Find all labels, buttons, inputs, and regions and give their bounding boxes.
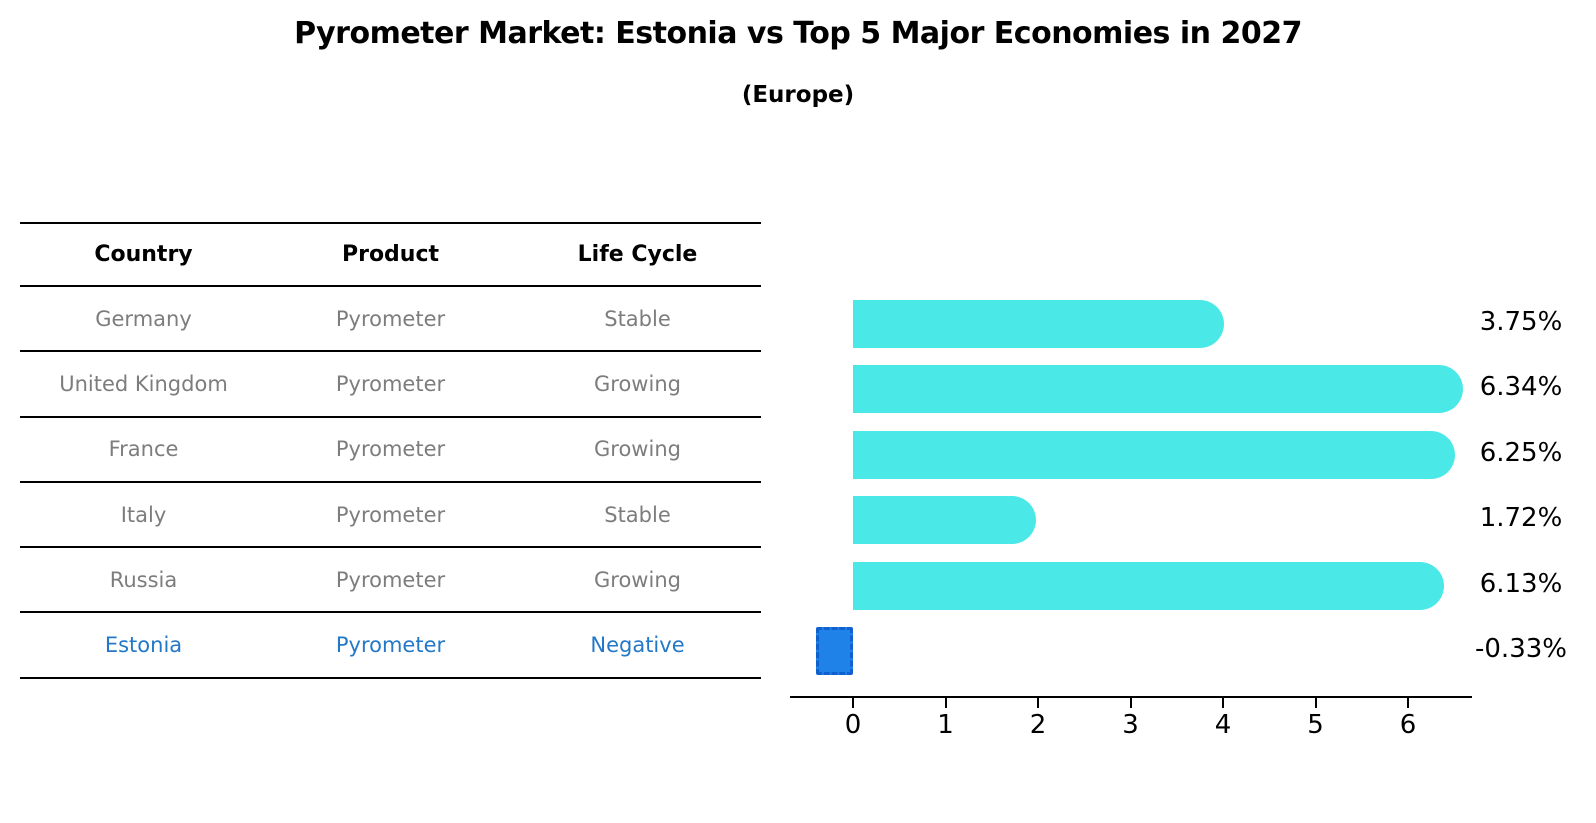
cell-country: Germany — [95, 306, 192, 331]
x-axis-tick — [1407, 698, 1409, 708]
x-axis-tick — [1129, 698, 1132, 708]
bar-value-label-united-kingdom: 6.34% — [1479, 372, 1563, 403]
cell-life-cycle: Growing — [594, 567, 681, 592]
cell-country: United Kingdom — [59, 371, 228, 396]
cell-product: Pyrometer — [335, 371, 446, 396]
column-header-country: Country — [94, 242, 193, 267]
x-axis-line — [790, 696, 1472, 698]
bar-russia — [853, 561, 1445, 610]
table-row: Russia Pyrometer Growing — [20, 548, 761, 614]
chart-title: Pyrometer Market: Estonia vs Top 5 Major… — [294, 16, 1302, 51]
x-axis-tick — [1314, 698, 1317, 708]
table-row: United Kingdom Pyrometer Growing — [20, 352, 761, 418]
column-header-product: Product — [341, 242, 440, 267]
chart-subtitle: (Europe) — [741, 82, 855, 108]
x-axis-tick-label: 0 — [844, 710, 862, 740]
x-axis-tick-label: 5 — [1307, 710, 1324, 740]
bar-value-label-italy: 1.72% — [1479, 503, 1563, 534]
x-axis-tick — [944, 698, 947, 708]
x-axis-tick-label: 6 — [1399, 710, 1417, 740]
cell-product: Pyrometer — [335, 502, 446, 527]
cell-product: Pyrometer — [335, 633, 446, 658]
table-row: Italy Pyrometer Stable — [20, 483, 761, 549]
x-axis-tick — [1037, 698, 1039, 708]
bar-value-label-germany: 3.75% — [1479, 307, 1563, 337]
x-axis-tick-label: 3 — [1122, 710, 1139, 740]
data-table: Country Product Life Cycle Germany Pyrome… — [20, 222, 761, 679]
cell-product: Pyrometer — [335, 567, 446, 592]
cell-country: Italy — [120, 502, 167, 527]
cell-product: Pyrometer — [335, 306, 446, 331]
cell-country: Estonia — [104, 633, 183, 658]
table-row: France Pyrometer Growing — [20, 418, 761, 483]
cell-life-cycle: Negative — [590, 633, 685, 658]
cell-life-cycle: Growing — [594, 371, 681, 396]
table-header-row: Country Product Life Cycle — [20, 222, 761, 287]
cell-product: Pyrometer — [335, 437, 446, 462]
cell-life-cycle: Stable — [604, 306, 671, 331]
column-header-life-cycle: Life Cycle — [577, 242, 698, 267]
x-axis-tick — [1222, 698, 1224, 708]
bar-united-kingdom — [853, 365, 1464, 414]
bar-germany — [853, 300, 1224, 348]
cell-life-cycle: Stable — [604, 502, 671, 527]
table-row: Germany Pyrometer Stable — [20, 287, 761, 353]
bar-value-label-russia: 6.13% — [1479, 568, 1563, 599]
bar-chart: 3.75% 6.34% 6.25% 1.72% 6.13% -0.33% 0 1 2 3 4 5 6 — [790, 222, 1596, 782]
x-axis-tick-label: 2 — [1029, 710, 1047, 740]
x-axis-tick — [852, 698, 854, 708]
bar-value-label-france: 6.25% — [1479, 437, 1563, 468]
bar-estonia — [816, 627, 853, 675]
cell-life-cycle: Growing — [594, 437, 681, 462]
table-row: Estonia Pyrometer Negative — [20, 613, 761, 679]
cell-country: Russia — [109, 567, 178, 592]
bar-france — [853, 430, 1456, 479]
x-axis-tick-label: 1 — [937, 710, 954, 740]
cell-country: France — [108, 437, 179, 462]
bar-italy — [853, 496, 1037, 545]
x-axis-tick-label: 4 — [1214, 710, 1232, 740]
bar-value-label-estonia: -0.33% — [1475, 634, 1567, 664]
table-body: Germany Pyrometer Stable United Kingdom Pyro… — [20, 287, 761, 679]
